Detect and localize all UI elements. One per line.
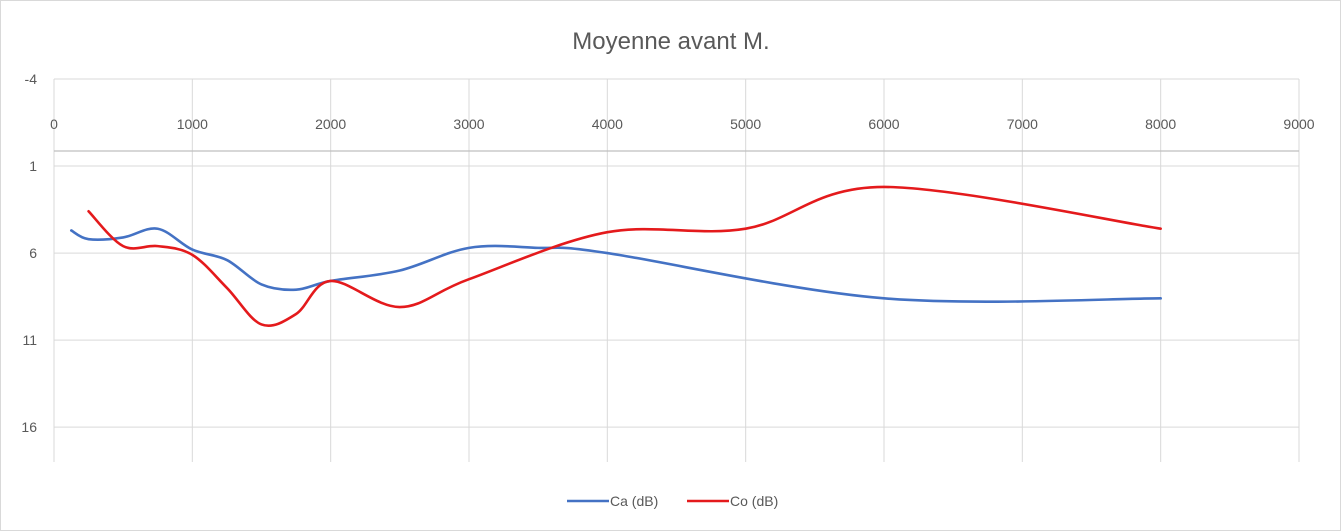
y-tick-label: 1 — [29, 158, 37, 174]
series-layer — [69, 184, 1163, 327]
data-point-co-db — [881, 184, 886, 189]
data-point-ca-db — [224, 257, 229, 262]
data-point-ca-db — [397, 268, 402, 273]
data-point-co-db — [328, 278, 333, 283]
data-point-co-db — [1158, 226, 1163, 231]
x-tick-label: 7000 — [1007, 116, 1038, 132]
data-point-co-db — [121, 244, 126, 249]
data-point-ca-db — [293, 287, 298, 292]
grid-layer — [53, 78, 1300, 462]
data-point-co-db — [605, 230, 610, 235]
y-tick-label: 6 — [29, 245, 37, 261]
data-point-ca-db — [121, 235, 126, 240]
x-tick-label: 2000 — [315, 116, 346, 132]
y-tick-label: 16 — [21, 419, 37, 435]
data-point-ca-db — [1158, 296, 1163, 301]
data-point-ca-db — [155, 226, 160, 231]
data-point-co-db — [190, 252, 195, 257]
data-point-co-db — [259, 322, 264, 327]
data-point-co-db — [86, 209, 91, 214]
chart-title: Moyenne avant M. — [572, 28, 769, 55]
data-point-co-db — [743, 226, 748, 231]
x-tick-label: 8000 — [1145, 116, 1176, 132]
y-tick-label: 11 — [22, 332, 37, 348]
data-point-ca-db — [536, 245, 541, 250]
data-point-ca-db — [881, 296, 886, 301]
data-point-co-db — [466, 277, 471, 282]
data-point-ca-db — [69, 228, 74, 233]
x-tick-label: 5000 — [730, 116, 761, 132]
data-point-ca-db — [259, 282, 264, 287]
data-point-ca-db — [605, 250, 610, 255]
data-point-co-db — [224, 285, 229, 290]
series-line-co-db — [87, 185, 1162, 327]
x-tick-label: 3000 — [453, 116, 484, 132]
data-point-ca-db — [466, 245, 471, 250]
x-tick-label: 0 — [50, 116, 58, 132]
legend-label-ca-db: Ca (dB) — [610, 493, 658, 509]
x-tick-label: 1000 — [177, 116, 208, 132]
x-tick-label: 4000 — [592, 116, 623, 132]
data-point-co-db — [397, 304, 402, 309]
data-point-ca-db — [86, 237, 91, 242]
data-point-ca-db — [190, 247, 195, 252]
x-tick-label: 9000 — [1283, 116, 1314, 132]
x-tick-label: 6000 — [868, 116, 899, 132]
data-point-co-db — [293, 311, 298, 316]
legend: Ca (dB) Co (dB) — [567, 493, 778, 509]
y-tick-label: -4 — [25, 71, 38, 87]
legend-label-co-db: Co (dB) — [730, 493, 778, 509]
data-point-co-db — [155, 244, 160, 249]
series-line-ca-db — [69, 227, 1162, 303]
